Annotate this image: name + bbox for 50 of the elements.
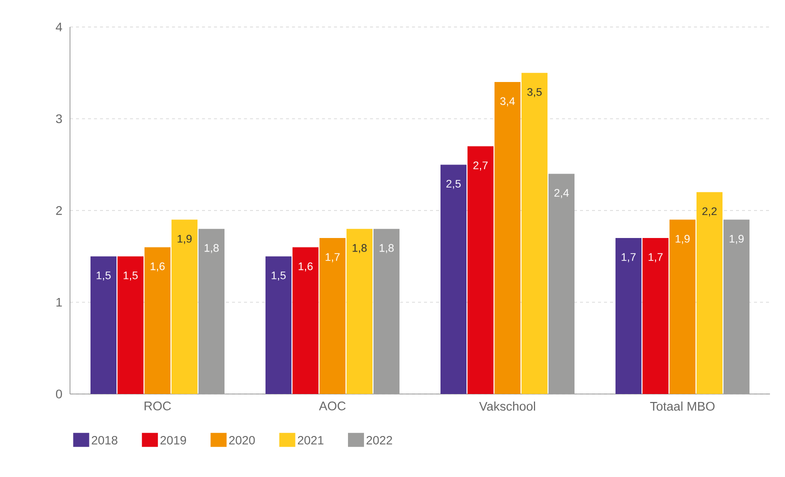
legend-label: 2018 — [92, 436, 118, 444]
x-tick-label: AOC — [318, 402, 346, 410]
y-tick-label: 2 — [56, 206, 62, 215]
y-tick-label: 3 — [56, 114, 62, 124]
data-label: 1,7 — [326, 253, 340, 262]
x-tick-label: ROC — [144, 402, 171, 410]
data-label: 3,4 — [500, 97, 515, 106]
bar — [494, 82, 521, 394]
data-label: 3,5 — [527, 88, 542, 98]
data-label: 1,9 — [178, 234, 192, 244]
data-label: 1,8 — [204, 244, 219, 254]
bar — [346, 228, 373, 394]
data-label: 1,6 — [298, 262, 313, 272]
y-tick-label: 1 — [56, 298, 62, 307]
legend-label: 2020 — [229, 436, 255, 444]
data-label: 1,5 — [96, 272, 111, 281]
bar — [118, 256, 144, 394]
legend-label: 2021 — [298, 436, 324, 444]
data-label: 1,5 — [272, 272, 286, 281]
bar — [90, 256, 116, 394]
legend-label: 2019 — [160, 436, 186, 444]
data-label: 1,5 — [124, 272, 138, 281]
bar — [266, 256, 292, 394]
data-label: 2,7 — [473, 161, 488, 171]
bar — [522, 72, 548, 394]
data-label: 1,7 — [648, 253, 663, 262]
data-label: 1,8 — [380, 244, 394, 254]
data-label: 1,7 — [622, 253, 636, 262]
bar — [320, 238, 346, 394]
bar — [670, 220, 696, 394]
bar — [642, 238, 669, 394]
legend-label: 2022 — [366, 436, 392, 444]
x-tick-label: Vakschool — [479, 402, 536, 411]
bar — [616, 238, 642, 394]
data-label: 1,9 — [676, 234, 690, 244]
bar — [468, 146, 494, 394]
bar — [440, 164, 467, 394]
bar — [144, 247, 170, 394]
data-label: 1,6 — [150, 262, 165, 272]
x-tick-label: Totaal MBO — [650, 402, 715, 411]
data-label: 1,8 — [352, 244, 367, 254]
bar — [696, 192, 723, 394]
data-label: 2,2 — [702, 207, 717, 216]
data-label: 2,5 — [446, 180, 461, 189]
bar — [172, 220, 198, 394]
bar — [292, 247, 318, 394]
y-tick-label: 0 — [56, 390, 62, 398]
data-label: 2,4 — [554, 189, 569, 198]
data-label: 1,9 — [730, 234, 744, 244]
y-tick-label: 4 — [56, 22, 62, 32]
